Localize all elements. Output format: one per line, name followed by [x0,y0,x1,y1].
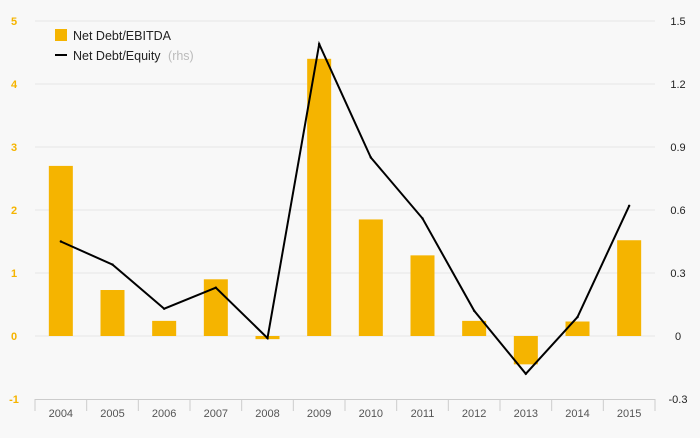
x-tick-label: 2011 [411,408,435,420]
bar-series [48,58,642,365]
y-right-tick-label: 0 [675,331,681,343]
x-tick-label: 2012 [462,408,486,420]
x-tick-label: 2008 [255,408,279,420]
y-left-tick-label: 1 [11,268,17,280]
line-point [266,336,269,340]
legend-swatch-bar [55,29,67,41]
x-tick-label: 2013 [514,408,538,420]
line-point [421,217,424,220]
line-point [59,240,63,243]
y-right-tick-label: 1.5 [670,16,685,28]
line-point [627,204,631,207]
x-tick-label: 2005 [100,408,124,420]
y-right-tick-label: -0.3 [669,394,688,406]
axes: -1 0 1 2 3 4 5 -0.3 0 0.3 0.6 0.9 1.2 1.5 2004 2005 2006… [9,16,687,420]
legend-label-bar: Net Debt/EBITDA [73,29,172,43]
y-left-tick-label: 2 [11,205,17,217]
legend: Net Debt/EBITDA Net Debt/Equity (rhs) [55,29,194,63]
bar [358,219,383,336]
bar [410,255,435,336]
y-left-tick-label: 5 [11,16,17,28]
line-point [214,286,218,289]
bar [307,58,332,337]
x-tick-label: 2006 [152,408,176,420]
bar [100,290,125,336]
line-point [369,156,373,159]
y-right-tick-label: 1.2 [670,79,685,91]
y-right-tick-label: 0.3 [670,268,685,280]
x-tick-label: 2015 [617,408,641,420]
line-point [317,42,321,46]
bar [617,240,642,336]
line-point [111,263,114,266]
x-tick-label: 2007 [204,408,228,420]
x-tick-label: 2014 [565,408,589,420]
line-point [524,372,528,375]
y-left-tick-label: 3 [11,142,17,154]
bar [152,320,177,336]
bar [48,165,73,336]
line-point [576,315,579,319]
line-point [472,309,476,312]
x-tick-label: 2009 [307,408,331,420]
y-left-tick-label: 0 [11,331,17,343]
bar [565,321,590,336]
bar [462,320,487,336]
legend-label-line-name: Net Debt/Equity [73,49,161,63]
y-right-tick-label: 0.6 [670,205,685,217]
legend-label-line-suffix: (rhs) [168,49,194,63]
x-tick-label: 2010 [359,408,383,420]
line-path [60,40,631,376]
legend-label-line: Net Debt/Equity (rhs) [73,49,194,63]
y-left-tick-label: -1 [9,394,19,406]
line-series [59,40,631,376]
bar [513,336,538,365]
x-tick-label: 2004 [49,408,73,420]
grid [35,20,655,337]
line-point [162,307,166,310]
y-right-tick-label: 0.9 [670,142,685,154]
y-left-tick-label: 4 [11,79,18,91]
